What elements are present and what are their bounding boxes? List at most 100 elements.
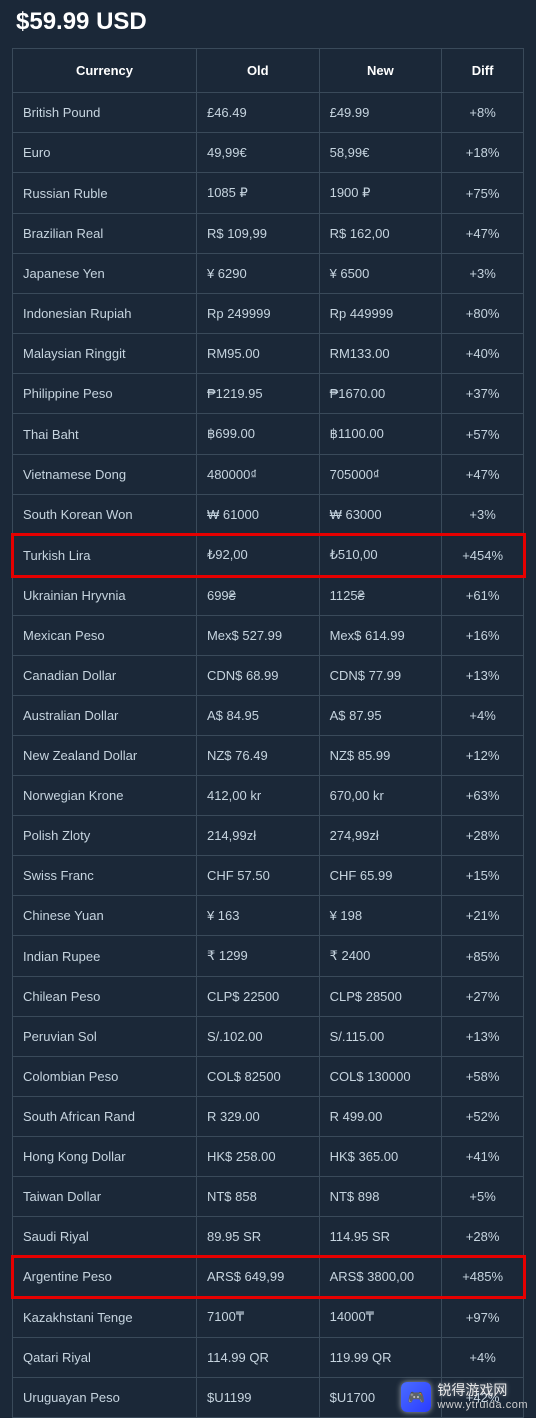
table-row: Brazilian RealR$ 109,99R$ 162,00+47% bbox=[13, 214, 524, 254]
table-row: Malaysian RinggitRM95.00RM133.00+40% bbox=[13, 334, 524, 374]
old-price-cell: 699₴ bbox=[196, 576, 319, 616]
new-price-cell: £49.99 bbox=[319, 93, 442, 133]
table-row: South African RandR 329.00R 499.00+52% bbox=[13, 1097, 524, 1137]
old-price-cell: A$ 84.95 bbox=[196, 696, 319, 736]
watermark-url: www.ytruida.com bbox=[437, 1399, 528, 1411]
new-price-cell: NT$ 898 bbox=[319, 1177, 442, 1217]
old-price-cell: R$ 109,99 bbox=[196, 214, 319, 254]
col-old: Old bbox=[196, 49, 319, 93]
diff-cell: +41% bbox=[442, 1137, 524, 1177]
old-price-cell: ARS$ 649,99 bbox=[196, 1257, 319, 1297]
new-price-cell: 670,00 kr bbox=[319, 776, 442, 816]
diff-cell: +8% bbox=[442, 93, 524, 133]
old-price-cell: ₹ 1299 bbox=[196, 936, 319, 977]
diff-cell: +47% bbox=[442, 214, 524, 254]
currency-cell: Polish Zloty bbox=[13, 816, 197, 856]
diff-cell: +85% bbox=[442, 936, 524, 977]
currency-cell: Chilean Peso bbox=[13, 977, 197, 1017]
new-price-cell: ฿1100.00 bbox=[319, 414, 442, 455]
new-price-cell: NZ$ 85.99 bbox=[319, 736, 442, 776]
old-price-cell: 1085 ₽ bbox=[196, 173, 319, 214]
diff-cell: +47% bbox=[442, 455, 524, 495]
old-price-cell: 412,00 kr bbox=[196, 776, 319, 816]
table-row: Mexican PesoMex$ 527.99Mex$ 614.99+16% bbox=[13, 616, 524, 656]
currency-cell: Taiwan Dollar bbox=[13, 1177, 197, 1217]
diff-cell: +80% bbox=[442, 294, 524, 334]
table-row: Argentine PesoARS$ 649,99ARS$ 3800,00+48… bbox=[13, 1257, 524, 1297]
currency-cell: South Korean Won bbox=[13, 495, 197, 535]
currency-cell: Malaysian Ringgit bbox=[13, 334, 197, 374]
old-price-cell: NT$ 858 bbox=[196, 1177, 319, 1217]
table-row: Indian Rupee₹ 1299₹ 2400+85% bbox=[13, 936, 524, 977]
currency-cell: Chinese Yuan bbox=[13, 896, 197, 936]
new-price-cell: 1900 ₽ bbox=[319, 173, 442, 214]
table-row: Peruvian SolS/.102.00S/.115.00+13% bbox=[13, 1017, 524, 1057]
currency-cell: South African Rand bbox=[13, 1097, 197, 1137]
currency-cell: Euro bbox=[13, 133, 197, 173]
currency-cell: Turkish Lira bbox=[13, 535, 197, 576]
table-row: Saudi Riyal89.95 SR114.95 SR+28% bbox=[13, 1217, 524, 1257]
new-price-cell: Rp 449999 bbox=[319, 294, 442, 334]
currency-cell: Thai Baht bbox=[13, 414, 197, 455]
new-price-cell: ¥ 6500 bbox=[319, 254, 442, 294]
currency-cell: Indonesian Rupiah bbox=[13, 294, 197, 334]
currency-cell: Qatari Riyal bbox=[13, 1338, 197, 1378]
diff-cell: +13% bbox=[442, 656, 524, 696]
old-price-cell: R 329.00 bbox=[196, 1097, 319, 1137]
table-row: Kazakhstani Tenge7100₸14000₸+97% bbox=[13, 1297, 524, 1338]
old-price-cell: ¥ 6290 bbox=[196, 254, 319, 294]
currency-cell: Peruvian Sol bbox=[13, 1017, 197, 1057]
diff-cell: +454% bbox=[442, 535, 524, 576]
currency-cell: Philippine Peso bbox=[13, 374, 197, 414]
currency-cell: Australian Dollar bbox=[13, 696, 197, 736]
old-price-cell: 89.95 SR bbox=[196, 1217, 319, 1257]
currency-cell: Uruguayan Peso bbox=[13, 1378, 197, 1418]
new-price-cell: ₹ 2400 bbox=[319, 936, 442, 977]
diff-cell: +4% bbox=[442, 1338, 524, 1378]
table-row: Ukrainian Hryvnia699₴1125₴+61% bbox=[13, 576, 524, 616]
new-price-cell: 14000₸ bbox=[319, 1297, 442, 1338]
old-price-cell: NZ$ 76.49 bbox=[196, 736, 319, 776]
table-row: Euro49,99€58,99€+18% bbox=[13, 133, 524, 173]
old-price-cell: Mex$ 527.99 bbox=[196, 616, 319, 656]
new-price-cell: 1125₴ bbox=[319, 576, 442, 616]
col-new: New bbox=[319, 49, 442, 93]
currency-cell: Saudi Riyal bbox=[13, 1217, 197, 1257]
new-price-cell: ₩ 63000 bbox=[319, 495, 442, 535]
table-row: Swiss FrancCHF 57.50CHF 65.99+15% bbox=[13, 856, 524, 896]
new-price-cell: 114.95 SR bbox=[319, 1217, 442, 1257]
old-price-cell: CDN$ 68.99 bbox=[196, 656, 319, 696]
new-price-cell: HK$ 365.00 bbox=[319, 1137, 442, 1177]
table-row: Chinese Yuan¥ 163¥ 198+21% bbox=[13, 896, 524, 936]
old-price-cell: CHF 57.50 bbox=[196, 856, 319, 896]
old-price-cell: ¥ 163 bbox=[196, 896, 319, 936]
old-price-cell: ₺92,00 bbox=[196, 535, 319, 576]
page-title: $59.99 USD bbox=[0, 0, 536, 48]
currency-cell: Russian Ruble bbox=[13, 173, 197, 214]
diff-cell: +5% bbox=[442, 1177, 524, 1217]
new-price-cell: Mex$ 614.99 bbox=[319, 616, 442, 656]
currency-cell: Norwegian Krone bbox=[13, 776, 197, 816]
new-price-cell: RM133.00 bbox=[319, 334, 442, 374]
watermark: 🎮 锐得游戏网 www.ytruida.com bbox=[401, 1382, 528, 1412]
old-price-cell: CLP$ 22500 bbox=[196, 977, 319, 1017]
new-price-cell: A$ 87.95 bbox=[319, 696, 442, 736]
diff-cell: +75% bbox=[442, 173, 524, 214]
new-price-cell: 705000₫ bbox=[319, 455, 442, 495]
diff-cell: +16% bbox=[442, 616, 524, 656]
old-price-cell: ₩ 61000 bbox=[196, 495, 319, 535]
currency-cell: Swiss Franc bbox=[13, 856, 197, 896]
table-header-row: Currency Old New Diff bbox=[13, 49, 524, 93]
table-row: Taiwan DollarNT$ 858NT$ 898+5% bbox=[13, 1177, 524, 1217]
new-price-cell: ₺510,00 bbox=[319, 535, 442, 576]
old-price-cell: ₱1219.95 bbox=[196, 374, 319, 414]
currency-cell: Argentine Peso bbox=[13, 1257, 197, 1297]
col-currency: Currency bbox=[13, 49, 197, 93]
currency-cell: Mexican Peso bbox=[13, 616, 197, 656]
old-price-cell: 7100₸ bbox=[196, 1297, 319, 1338]
diff-cell: +27% bbox=[442, 977, 524, 1017]
old-price-cell: ฿699.00 bbox=[196, 414, 319, 455]
diff-cell: +15% bbox=[442, 856, 524, 896]
old-price-cell: HK$ 258.00 bbox=[196, 1137, 319, 1177]
pricing-table: Currency Old New Diff British Pound£46.4… bbox=[12, 48, 524, 1418]
